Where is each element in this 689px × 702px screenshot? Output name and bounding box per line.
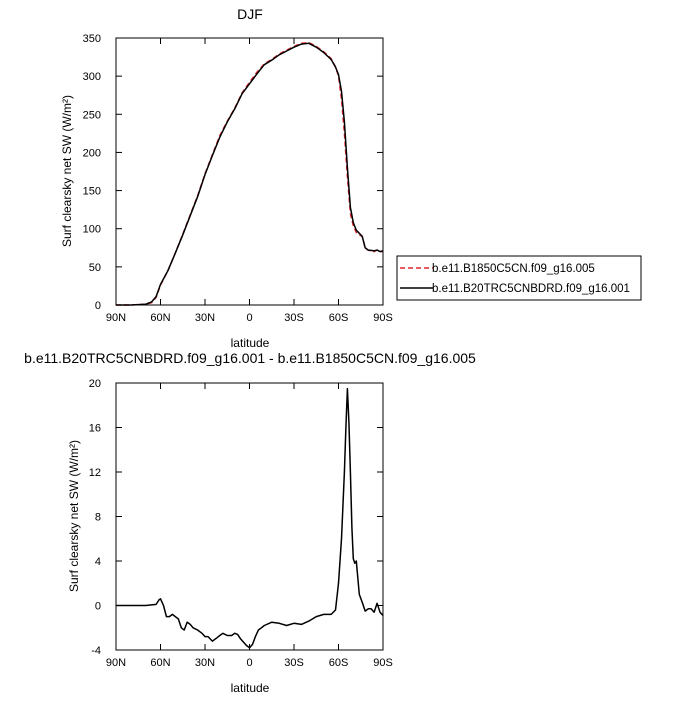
bottom-plot-area: 90N 60N 30N 0 30S 60S 90S -4 0 4 8 12 16 20 [89,378,393,669]
top-y-tick-label: 0 [95,300,101,312]
top-y-axis-label: Surf clearsky net SW (W/m²) [60,95,74,247]
bottom-x-tick-label: 90S [373,657,393,669]
top-y-tick-label: 250 [83,109,101,121]
top-y-tick-label: 350 [83,33,101,45]
top-panel: DJF 90N 60N 30N 0 30S 60S 90S 0 50 100 150 200 250 30… [60,6,393,350]
top-y-tick-label: 50 [89,262,101,274]
legend-label-series-1: b.e11.B1850C5CN.f09_g16.005 [432,263,595,275]
bottom-y-axis-label: Surf clearsky net SW (W/m²) [67,440,81,592]
legend-label-series-2: b.e11.B20TRC5CNBDRD.f09_g16.001 [432,283,630,295]
bottom-y-tick-label: 12 [89,467,101,479]
top-x-tick-label: 30S [284,312,304,324]
bottom-x-tick-label: 30N [195,657,215,669]
top-x-tick-label: 0 [246,312,252,324]
top-chart-title: DJF [237,6,263,22]
bottom-y-tick-label: 16 [89,423,101,435]
top-y-tick-label: 150 [83,186,101,198]
bottom-y-tick-label: -4 [91,645,101,657]
bottom-x-tick-label: 60N [150,657,170,669]
bottom-y-tick-label: 4 [95,556,101,568]
bottom-x-tick-label: 0 [246,657,252,669]
top-plot-frame [115,37,384,306]
bottom-y-tick-label: 0 [95,601,101,613]
top-series-line-2 [116,42,384,306]
top-series-line-1 [116,41,383,306]
top-y-tick-label: 300 [83,71,101,83]
top-y-tick-label: 100 [83,224,101,236]
top-plot-area: 90N 60N 30N 0 30S 60S 90S 0 50 100 150 200 250 300 350 [83,33,393,324]
top-x-tick-label: 90S [373,312,393,324]
legend-box [396,255,642,301]
bottom-x-tick-label: 30S [284,657,304,669]
bottom-y-tick-label: 8 [95,512,101,524]
bottom-panel: b.e11.B20TRC5CNBDRD.f09_g16.001 - b.e11.… [24,350,476,695]
top-x-tick-label: 60N [150,312,170,324]
bottom-x-axis-label: latitude [231,681,270,695]
bottom-chart-title: b.e11.B20TRC5CNBDRD.f09_g16.001 - b.e11.… [24,350,476,366]
top-x-tick-label: 30N [195,312,215,324]
top-y-tick-label: 200 [83,147,101,159]
legend: b.e11.B1850C5CN.f09_g16.005 b.e11.B20TRC… [396,255,642,301]
bottom-x-tick-label: 90N [106,657,126,669]
bottom-y-tick-label: 20 [89,378,101,390]
bottom-x-tick-label: 60S [329,657,349,669]
top-x-tick-label: 60S [329,312,349,324]
bottom-series-line-1 [116,387,384,649]
top-x-tick-label: 90N [106,312,126,324]
top-x-axis-label: latitude [231,336,270,350]
